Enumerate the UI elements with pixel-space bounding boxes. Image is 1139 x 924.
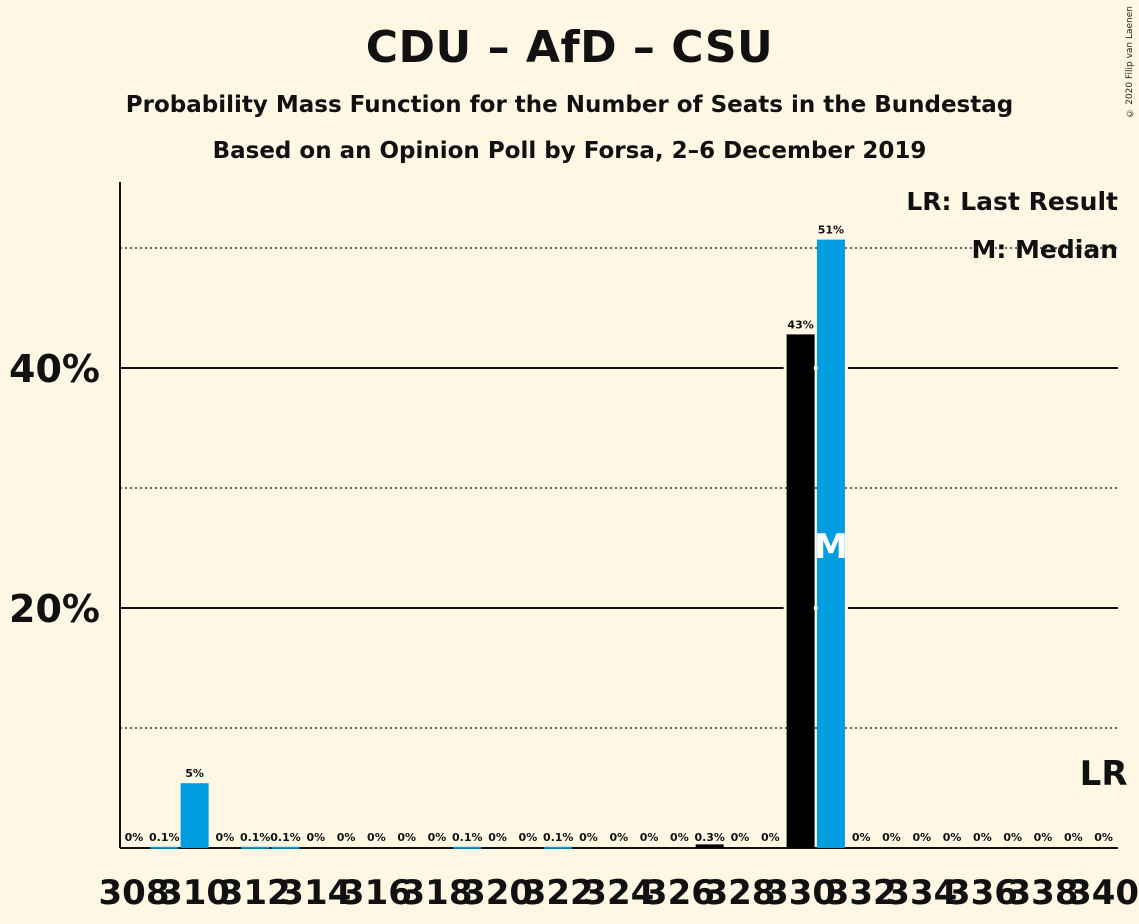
x-tick-label: 314 [280,873,351,913]
bar-seat-313 [271,846,300,849]
bar-value-label: 0% [1034,831,1053,844]
x-tick-label: 332 [826,873,897,913]
x-tick-label: 312 [220,873,291,913]
x-tick-label: 338 [1008,873,1079,913]
chart-title: CDU – AfD – CSU [365,22,774,73]
legend-last-result: LR: Last Result [906,187,1118,216]
gridline-gap [844,606,848,610]
chart-subtitle: Probability Mass Function for the Number… [125,92,1014,118]
x-tick-label: 310 [159,873,230,913]
bar-value-label: 51% [818,224,844,237]
chart-subtitle-source: Based on an Opinion Poll by Forsa, 2–6 D… [212,138,927,164]
bar-seat-322 [544,846,573,849]
bar-value-label: 0% [973,831,992,844]
x-tick-label: 318 [402,873,473,913]
median-marker: M [814,527,848,567]
bar-seat-331 [816,239,845,849]
x-tick-label: 316 [341,873,412,913]
legend-median: M: Median [971,235,1118,264]
bar-value-label: 0% [125,831,144,844]
bar-value-label: 0% [488,831,507,844]
bar-value-label: 0% [731,831,750,844]
gridline-gap [783,366,787,370]
bar-value-label: 0.1% [270,831,301,844]
bar-value-label: 0% [1003,831,1022,844]
x-tick-label: 324 [583,873,654,913]
bar-value-label: 0% [519,831,538,844]
bar-value-label: 0.1% [543,831,574,844]
bar-value-label: 0% [609,831,628,844]
bar-value-label: 0% [306,831,325,844]
bar-value-label: 0.1% [149,831,180,844]
gridline-gap [813,606,817,610]
bar-value-label: 0% [367,831,386,844]
bar-value-label: 0% [852,831,871,844]
x-tick-label: 334 [886,873,957,913]
x-tick-label: 330 [765,873,836,913]
gridline-gap [813,366,817,370]
bar-seat-310 [180,783,209,848]
bar-value-label: 0% [1064,831,1083,844]
bar-value-label: 0% [1094,831,1113,844]
y-tick-label: 40% [9,347,100,391]
bar-value-label: 0% [397,831,416,844]
bar-value-label: 0% [882,831,901,844]
x-tick-label: 328 [705,873,776,913]
bar-seat-309 [150,846,179,849]
x-tick-label: 308 [99,873,170,913]
bar-value-label: 5% [185,767,204,780]
bar-value-label: 0.1% [240,831,271,844]
gridline-gap [844,366,848,370]
bar-seat-312 [241,846,270,849]
bar-value-label: 0% [337,831,356,844]
x-tick-label: 320 [462,873,533,913]
x-tick-label: 322 [523,873,594,913]
bar-seat-327 [695,844,724,848]
bar-value-label: 0.1% [452,831,483,844]
gridline-gap [783,606,787,610]
bar-value-label: 0% [579,831,598,844]
bar-value-label: 0% [943,831,962,844]
bar-value-label: 0.3% [694,831,725,844]
x-tick-label: 336 [947,873,1018,913]
x-tick-label: 326 [644,873,715,913]
bar-value-label: 43% [787,318,813,331]
bar-value-label: 0% [428,831,447,844]
bar-seat-319 [453,846,482,849]
bar-value-label: 0% [216,831,235,844]
bar-seat-330 [786,334,815,848]
bar-value-label: 0% [670,831,689,844]
y-tick-label: 20% [9,587,100,631]
last-result-marker: LR [1080,754,1128,794]
bar-value-label: 0% [912,831,931,844]
bar-value-label: 0% [761,831,780,844]
bar-value-label: 0% [640,831,659,844]
x-tick-label: 340 [1068,873,1139,913]
